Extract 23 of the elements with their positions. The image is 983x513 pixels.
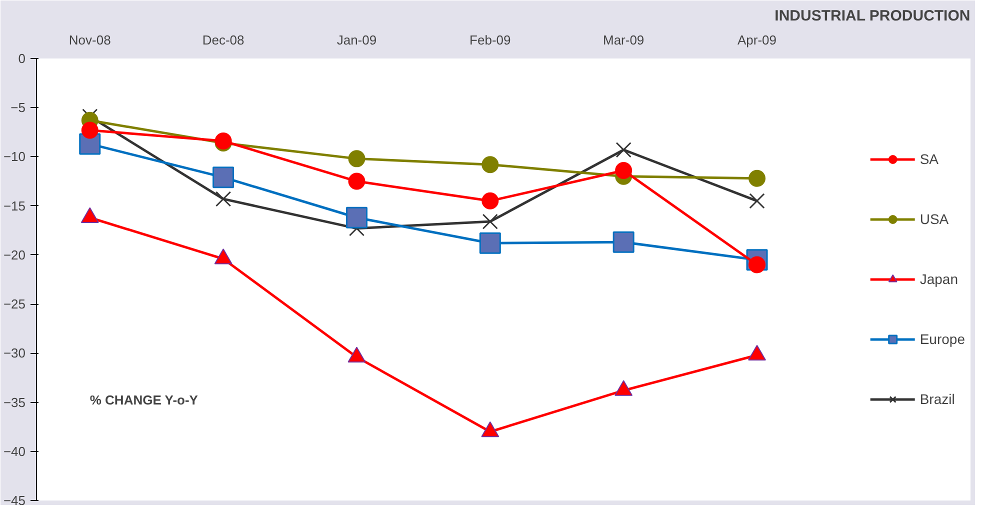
y-tick-label: −35: [3, 394, 26, 410]
legend-label: Japan: [920, 271, 958, 287]
legend-label: SA: [920, 151, 940, 167]
x-tick-label: Dec-08: [202, 32, 244, 48]
y-tick-label: −15: [3, 198, 26, 214]
x-tick-label: Apr-09: [738, 32, 777, 48]
legend-label: Europe: [920, 331, 965, 347]
x-tick-label: Mar-09: [602, 32, 644, 48]
legend-label: USA: [920, 211, 949, 227]
text: INDUSTRIAL PRODUCTION: [774, 8, 970, 24]
y-tick-label: −25: [3, 296, 26, 312]
y-tick-label: 0: [18, 51, 26, 66]
y-tick-label: −20: [3, 247, 26, 262]
y-tick-label: −10: [3, 149, 26, 164]
y-tick-label: −40: [3, 444, 26, 459]
x-tick-label: Nov-08: [68, 32, 111, 48]
y-tick-label: −45: [3, 493, 26, 508]
x-tick-label: Jan-09: [336, 32, 377, 48]
y-tick-label: −5: [10, 100, 26, 116]
y-tick-label: −30: [3, 346, 26, 361]
x-tick-label: Feb-09: [470, 32, 511, 48]
annotation: % CHANGE Y-o-Y: [90, 392, 198, 408]
legend-label: Brazil: [920, 391, 955, 407]
